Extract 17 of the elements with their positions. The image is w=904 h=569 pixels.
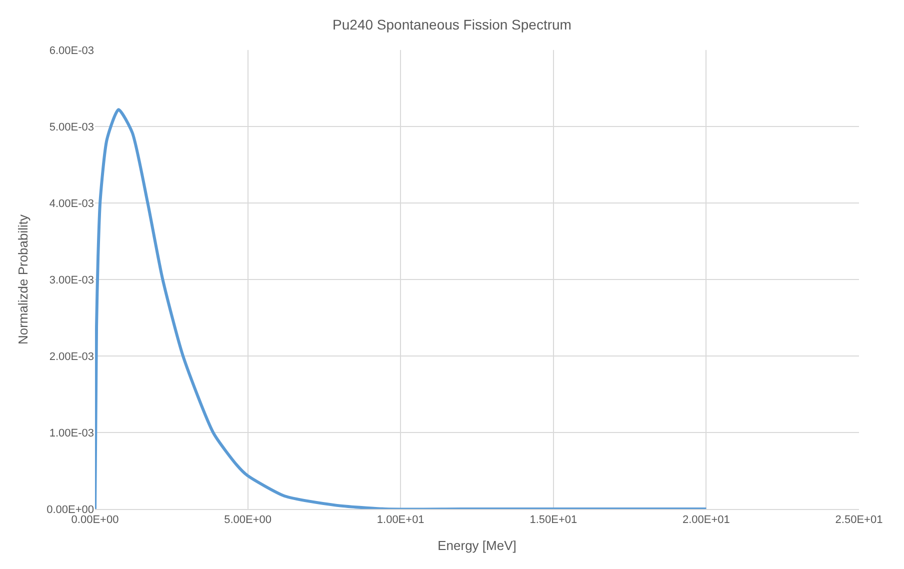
chart-title: Pu240 Spontaneous Fission Spectrum: [332, 16, 572, 33]
x-tick-label: 5.00E+00: [224, 514, 272, 526]
y-tick-label: 6.00E-03: [49, 44, 94, 57]
y-tick-label: 4.00E-03: [49, 198, 94, 210]
y-tick-label: 3.00E-03: [49, 274, 94, 286]
y-tick-label: 0.00E+00: [46, 504, 94, 516]
x-axis-title: Energy [MeV]: [438, 538, 516, 553]
y-tick-label: 1.00E-03: [49, 427, 94, 440]
y-tick-label: 2.00E-03: [49, 350, 94, 363]
x-tick-label: 1.00E+01: [376, 514, 424, 526]
x-tick-label: 1.50E+01: [530, 514, 578, 526]
y-tick-label: 5.00E-03: [49, 121, 94, 134]
x-tick-label: 0.00E+00: [71, 514, 119, 526]
x-tick-label: 2.50E+01: [835, 514, 883, 526]
line-series: [95, 108, 708, 509]
x-tick-label: 2.00E+01: [682, 514, 730, 526]
y-axis-title: Normalizde Probability: [16, 214, 31, 345]
